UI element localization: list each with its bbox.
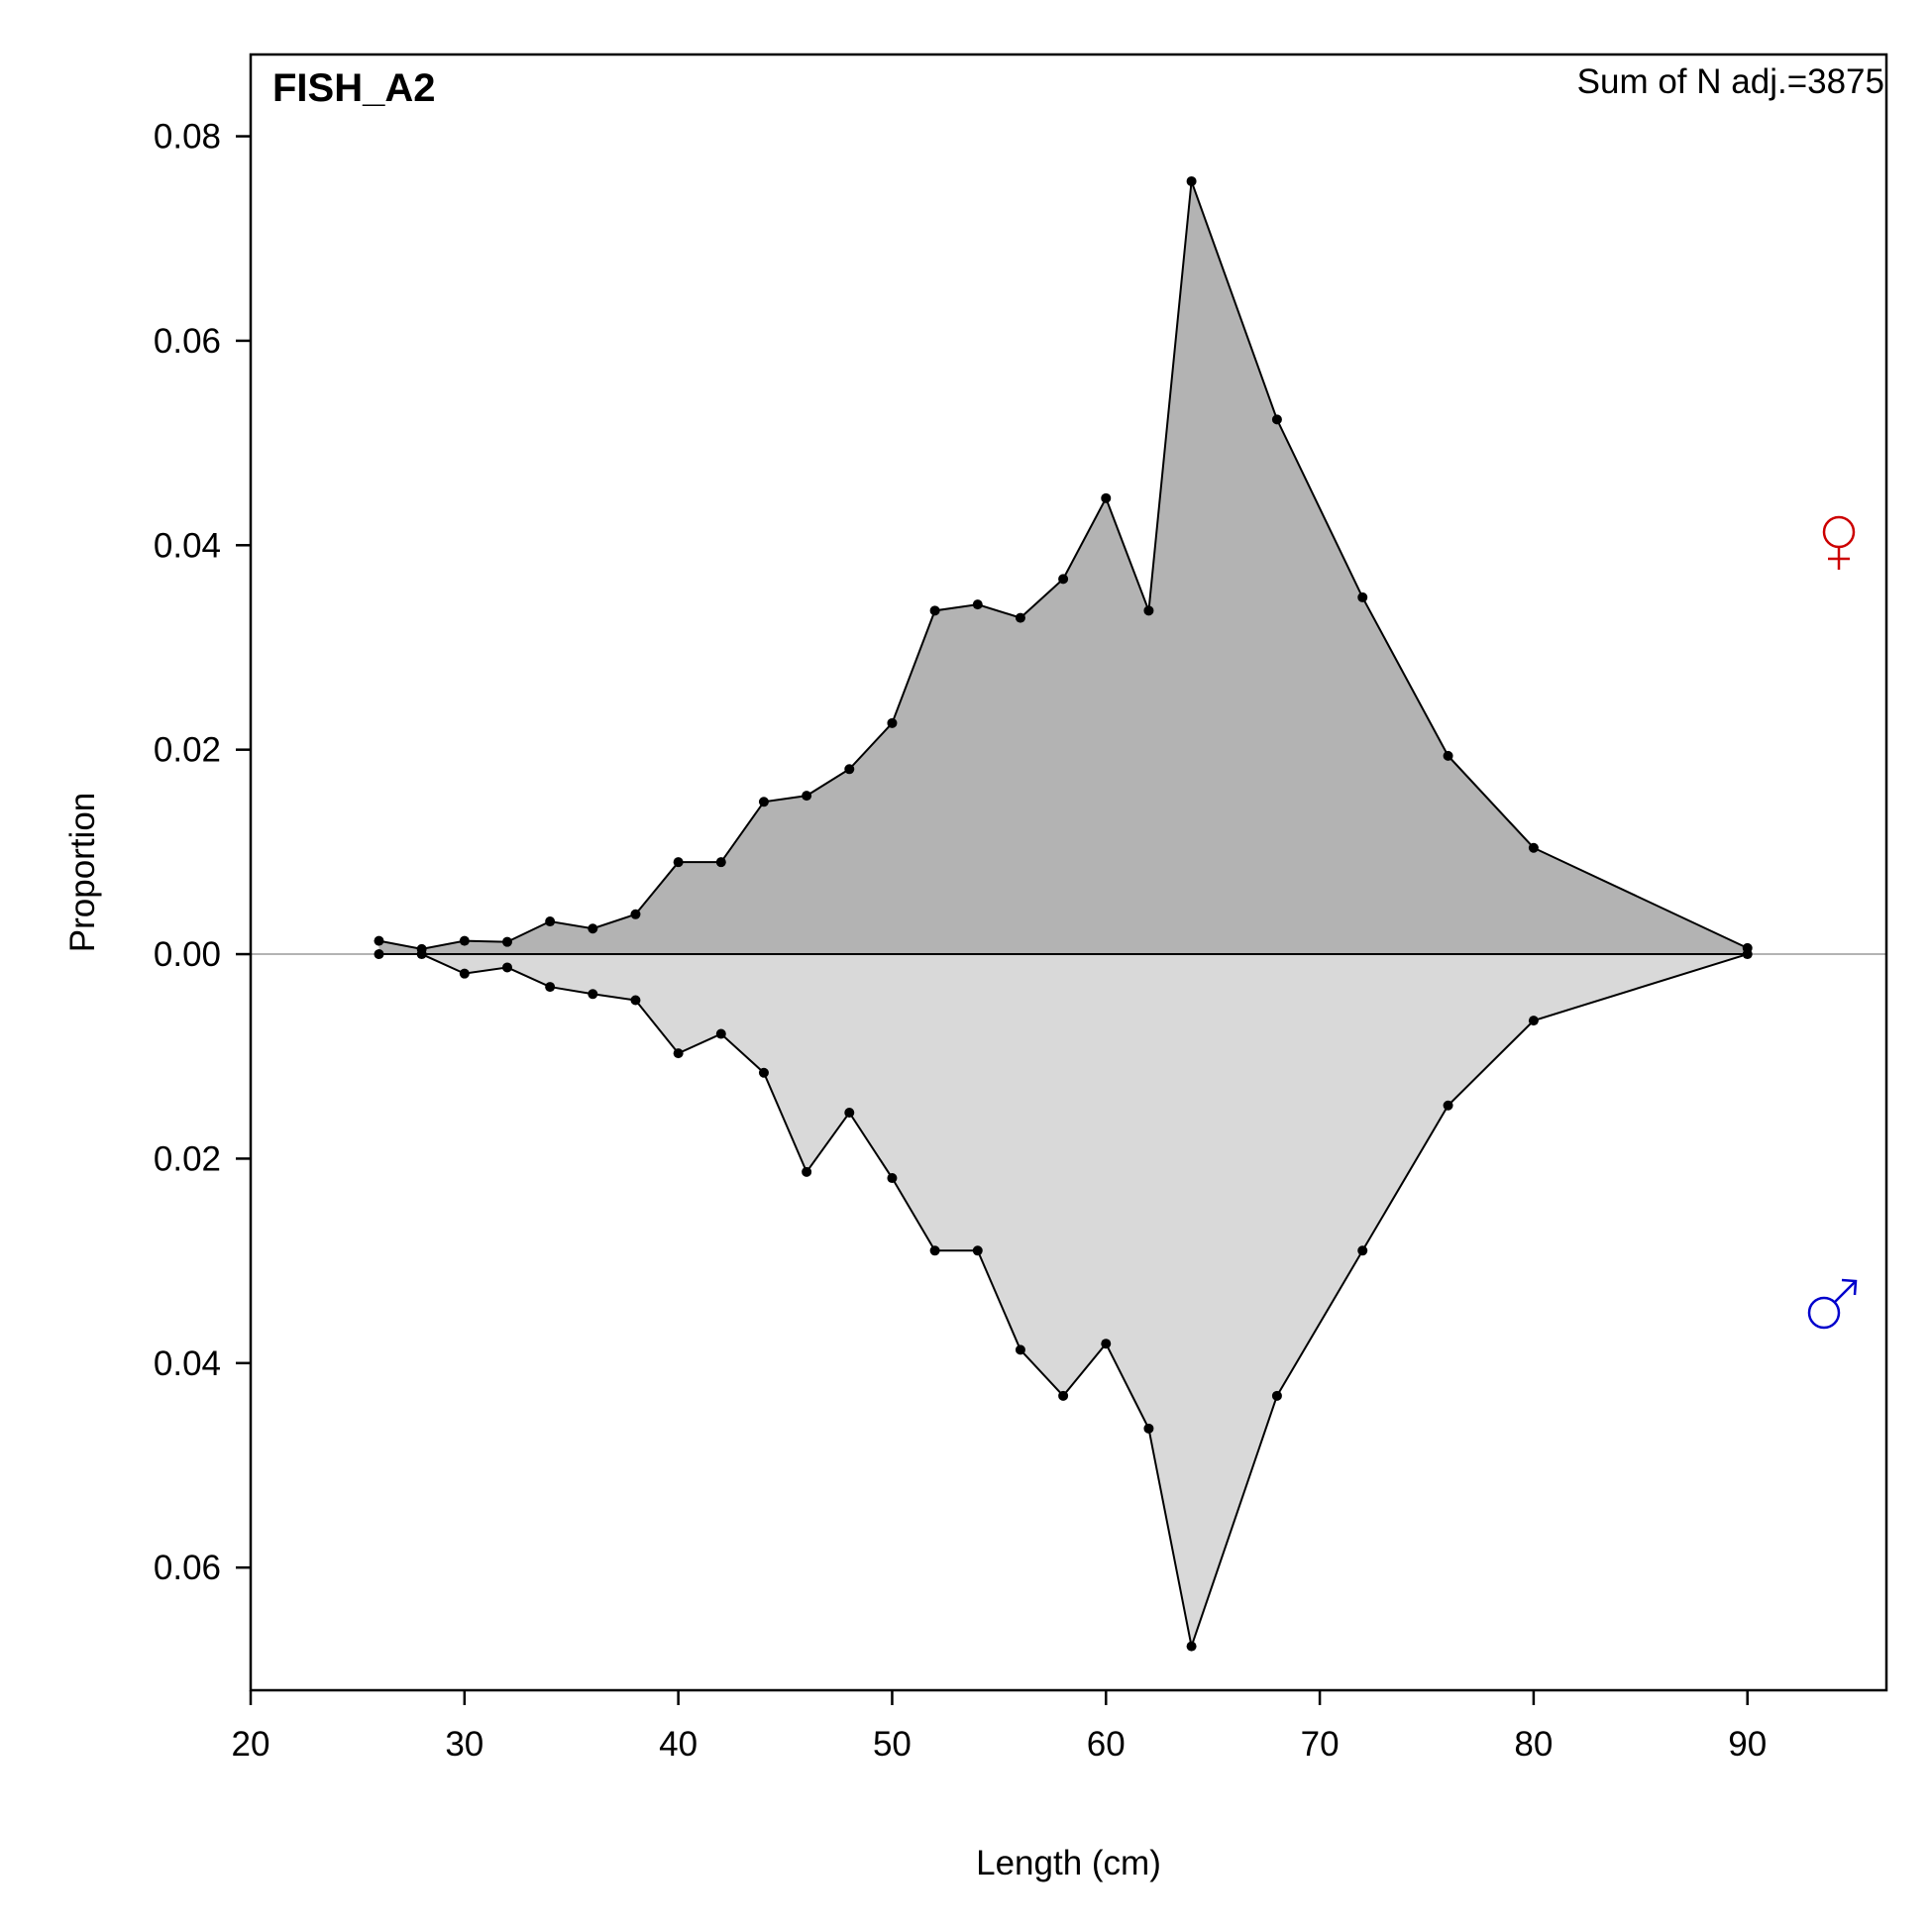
male-point bbox=[844, 1107, 855, 1118]
male-point bbox=[802, 1166, 812, 1177]
male-point bbox=[545, 982, 556, 993]
male-point bbox=[929, 1245, 940, 1256]
female-point bbox=[1528, 842, 1539, 853]
male-point bbox=[374, 949, 384, 960]
female-point bbox=[844, 764, 855, 775]
female-point bbox=[758, 797, 769, 807]
male-point bbox=[715, 1028, 726, 1039]
male-point bbox=[1186, 1641, 1197, 1652]
female-point bbox=[545, 916, 556, 927]
male-point bbox=[887, 1173, 898, 1184]
female-point bbox=[630, 909, 641, 919]
panel-title: FISH_A2 bbox=[272, 66, 436, 110]
y-axis: 0.08 0.06 0.04 0.02 0.00 0.02 0.04 0.06 bbox=[154, 118, 251, 1587]
female-point bbox=[501, 936, 512, 947]
male-point bbox=[1058, 1390, 1069, 1401]
male-point bbox=[758, 1067, 769, 1078]
female-point bbox=[1186, 175, 1197, 186]
x-tick-label: 20 bbox=[232, 1725, 270, 1764]
x-tick-label: 80 bbox=[1514, 1725, 1553, 1764]
female-point bbox=[1443, 750, 1453, 761]
male-point bbox=[1742, 949, 1753, 960]
area-layer bbox=[378, 180, 1748, 1647]
sum-n-annotation: Sum of N adj.=3875 bbox=[1577, 62, 1884, 101]
male-point bbox=[630, 995, 641, 1006]
male-point bbox=[459, 968, 470, 979]
x-tick-label: 70 bbox=[1301, 1725, 1340, 1764]
female-point bbox=[459, 935, 470, 946]
male-point bbox=[1443, 1100, 1453, 1111]
male-point bbox=[1101, 1339, 1112, 1349]
plot-frame bbox=[249, 53, 1888, 1692]
y-tick-label: 0.08 bbox=[154, 118, 221, 157]
male-point bbox=[501, 962, 512, 973]
female-point bbox=[1015, 612, 1025, 623]
male-symbol-icon bbox=[1807, 1278, 1858, 1330]
male-point bbox=[1528, 1016, 1539, 1026]
female-point bbox=[1101, 492, 1112, 503]
y-tick-label: 0.00 bbox=[154, 935, 221, 974]
female-point bbox=[1271, 414, 1282, 425]
y-tick-label: 0.04 bbox=[154, 1344, 221, 1383]
x-axis: 20 30 40 50 60 70 80 90 bbox=[232, 1690, 1767, 1764]
y-tick-label: 0.06 bbox=[154, 1549, 221, 1587]
female-area bbox=[378, 180, 1748, 955]
male-point bbox=[1015, 1344, 1025, 1355]
x-tick-label: 60 bbox=[1087, 1725, 1126, 1764]
female-point bbox=[374, 935, 384, 946]
female-symbol-icon bbox=[1822, 515, 1856, 570]
x-tick-label: 50 bbox=[873, 1725, 912, 1764]
male-point bbox=[1271, 1390, 1282, 1401]
x-tick-label: 90 bbox=[1728, 1725, 1767, 1764]
y-tick-label: 0.06 bbox=[154, 322, 221, 361]
y-tick-label: 0.02 bbox=[154, 1139, 221, 1178]
female-point bbox=[715, 857, 726, 868]
female-point bbox=[1143, 605, 1154, 616]
female-point bbox=[972, 599, 983, 610]
male-point bbox=[588, 989, 598, 1000]
y-axis-title: Proportion bbox=[63, 793, 102, 952]
x-tick-label: 40 bbox=[659, 1725, 698, 1764]
male-point bbox=[416, 949, 427, 960]
female-point bbox=[1058, 574, 1069, 585]
female-point bbox=[1357, 591, 1368, 602]
female-point bbox=[673, 857, 684, 868]
female-point bbox=[588, 923, 598, 934]
male-point bbox=[1143, 1423, 1154, 1434]
male-point bbox=[972, 1245, 983, 1256]
y-tick-label: 0.02 bbox=[154, 731, 221, 770]
male-point bbox=[673, 1048, 684, 1059]
y-tick-label: 0.04 bbox=[154, 526, 221, 565]
female-point bbox=[887, 717, 898, 728]
male-area bbox=[378, 954, 1748, 1647]
female-point bbox=[929, 605, 940, 616]
x-tick-label: 30 bbox=[445, 1725, 483, 1764]
x-axis-title: Length (cm) bbox=[976, 1844, 1161, 1882]
male-point bbox=[1357, 1245, 1368, 1256]
point-layer bbox=[374, 175, 1753, 1652]
female-point bbox=[802, 791, 812, 802]
